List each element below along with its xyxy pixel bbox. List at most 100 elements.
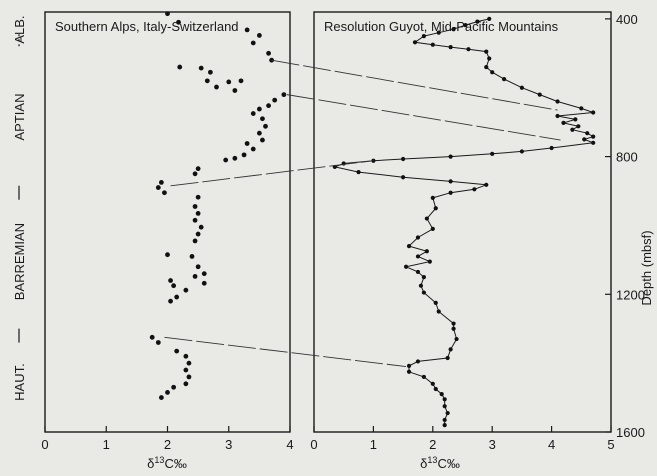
left-data-point: [192, 273, 198, 279]
left-data-point: [192, 171, 198, 177]
left-data-point: [260, 116, 265, 122]
right-x-tick-label: 2: [429, 437, 436, 452]
left-data-point: [256, 33, 262, 38]
right-data-point: [415, 235, 421, 240]
left-data-point: [232, 155, 238, 161]
right-panel-frame: [313, 11, 612, 433]
right-data-point: [570, 127, 575, 132]
right-data-point: [519, 149, 525, 154]
right-data-point: [484, 64, 489, 70]
left-data-point: [244, 27, 250, 33]
right-data-point: [579, 106, 584, 111]
correlation-line: [170, 160, 374, 187]
right-data-point: [427, 259, 432, 264]
right-data-point: [406, 243, 412, 249]
left-data-point: [195, 194, 201, 200]
left-data-point: [207, 69, 213, 75]
right-data-point: [487, 56, 492, 61]
left-data-point: [204, 78, 210, 84]
right-data-point: [415, 269, 421, 275]
right-data-point: [424, 249, 429, 254]
right-data-point: [591, 140, 596, 145]
right-data-point: [576, 124, 581, 129]
left-data-point: [165, 11, 170, 17]
right-data-point: [406, 369, 412, 374]
right-x-axis-label: δ13C‰: [420, 455, 460, 471]
left-data-point: [189, 254, 195, 259]
left-data-point: [269, 57, 275, 63]
right-y-ticks: 400 800 1200 1600: [605, 12, 645, 440]
left-data-point: [232, 88, 238, 93]
right-data-point: [448, 179, 453, 184]
left-data-point: [158, 180, 164, 185]
right-data-point: [442, 417, 447, 423]
right-data-point: [490, 151, 495, 156]
right-data-point: [445, 355, 450, 361]
right-data-point: [421, 290, 426, 295]
left-data-point: [198, 65, 204, 71]
right-data-point: [415, 254, 421, 259]
left-data-point: [186, 360, 192, 366]
right-data-point: [519, 85, 525, 90]
right-data-point: [439, 392, 444, 397]
right-data-point: [448, 45, 453, 50]
right-data-point: [484, 49, 489, 54]
right-y-tick-label: 1200: [616, 287, 645, 302]
left-data-point: [192, 204, 198, 209]
right-data-point: [433, 300, 438, 306]
left-data-point: [171, 283, 177, 289]
stage-labels: ALB. APTIAN BARREMIAN HAUT.: [12, 15, 27, 400]
right-data-point: [415, 359, 421, 364]
correlation-lines: [164, 59, 561, 368]
left-data-point: [183, 367, 189, 373]
right-data-point: [412, 40, 418, 45]
right-data-point: [448, 347, 453, 352]
left-data-point: [171, 384, 177, 390]
stage-label: BARREMIAN: [12, 223, 27, 300]
right-data-point: [487, 16, 492, 21]
left-data-point: [201, 271, 207, 277]
left-x-axis-label: δ13C‰: [147, 455, 187, 471]
right-y-axis-label: Depth (mbsf): [639, 230, 654, 305]
left-data-point: [195, 166, 201, 172]
right-data-point: [549, 145, 554, 151]
left-data-point: [244, 141, 250, 146]
right-data-point: [421, 274, 426, 280]
correlation-line: [271, 59, 558, 111]
right-data-point: [451, 27, 456, 32]
correlation-line: [286, 94, 561, 141]
right-data-point: [475, 19, 480, 24]
left-data-point: [281, 92, 287, 98]
left-data-point: [192, 217, 198, 223]
left-data-points: [149, 11, 287, 400]
left-data-point: [183, 381, 189, 387]
right-data-point: [436, 30, 441, 35]
left-data-point: [183, 287, 189, 293]
right-data-point: [442, 423, 447, 428]
left-data-point: [192, 238, 198, 244]
right-data-point: [472, 187, 477, 192]
left-data-point: [183, 353, 189, 359]
left-data-point: [174, 294, 180, 300]
right-data-point: [591, 134, 596, 139]
left-data-point: [149, 334, 155, 340]
left-panel: Southern Alps, Italy-Switzerland ALB. APT…: [12, 11, 294, 471]
left-x-tick-label: 4: [286, 437, 293, 452]
right-data-point: [430, 42, 435, 47]
stage-label: HAUT.: [12, 363, 27, 401]
right-data-point: [448, 154, 453, 159]
right-data-point: [430, 226, 435, 231]
left-data-point: [155, 340, 161, 345]
right-data-point: [591, 110, 596, 115]
left-data-point: [198, 224, 204, 230]
right-data-point: [484, 182, 489, 187]
left-data-point: [241, 152, 247, 158]
left-x-tick-label: 3: [225, 437, 232, 452]
right-data-point: [406, 363, 412, 369]
right-data-point: [555, 99, 560, 104]
left-data-point: [250, 40, 256, 46]
left-data-point: [168, 278, 173, 283]
left-data-point: [266, 50, 271, 56]
right-x-ticks: 0 1 2 3 4 5: [310, 426, 615, 452]
right-x-tick-label: 4: [548, 437, 555, 452]
